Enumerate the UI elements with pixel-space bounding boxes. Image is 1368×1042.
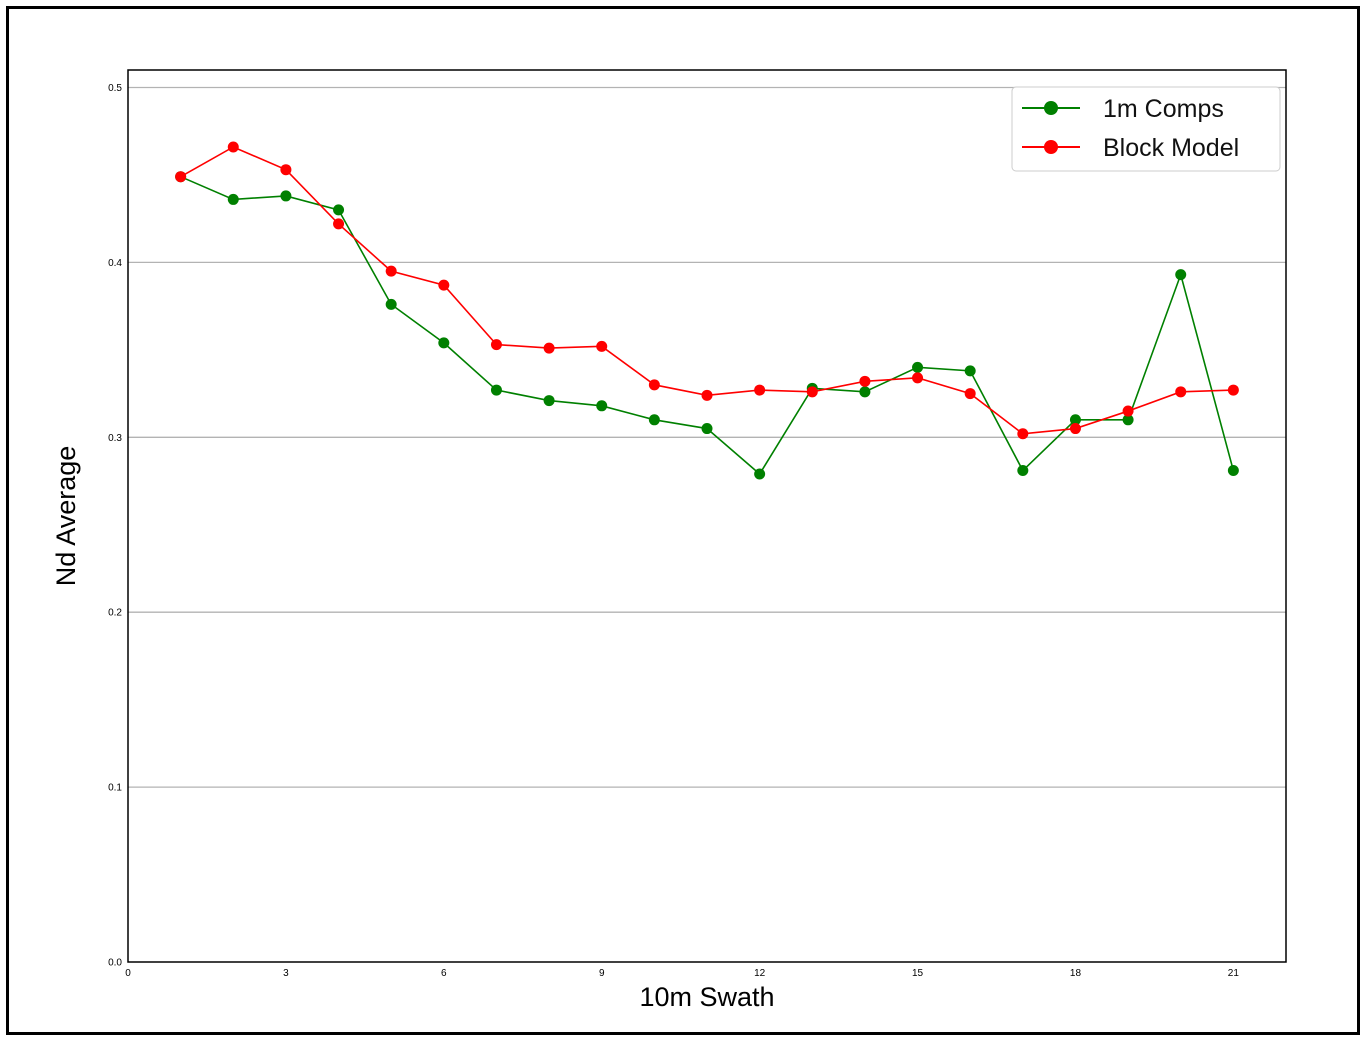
x-tick-label: 9 xyxy=(599,968,605,979)
data-point xyxy=(543,342,555,354)
legend-label-block-model: Block Model xyxy=(1103,134,1239,162)
data-point xyxy=(1175,386,1187,398)
series-0 xyxy=(175,171,1239,480)
legend-marker-1m-comps xyxy=(1044,101,1058,115)
legend: 1m Comps Block Model xyxy=(1011,86,1281,172)
series-layer xyxy=(175,141,1239,480)
data-point xyxy=(648,414,660,426)
data-point xyxy=(385,265,397,277)
data-point xyxy=(648,379,660,391)
data-point xyxy=(1069,423,1081,435)
data-point xyxy=(1017,428,1029,440)
data-point xyxy=(333,204,345,216)
x-tick-label: 6 xyxy=(441,968,447,979)
y-tick-label: 0.1 xyxy=(108,783,122,794)
plot-area xyxy=(127,69,1287,963)
data-point xyxy=(859,375,871,387)
data-point xyxy=(490,339,502,351)
data-point xyxy=(333,218,345,230)
gridlines xyxy=(128,86,1286,788)
data-point xyxy=(912,361,924,373)
data-point xyxy=(438,279,450,291)
data-point xyxy=(859,386,871,398)
y-tick-label: 0.4 xyxy=(108,258,122,269)
x-axis-label: 10m Swath xyxy=(639,982,774,1012)
data-point xyxy=(1069,414,1081,426)
x-axis-ticks: 0 3 6 9 12 15 18 21 xyxy=(125,968,1239,979)
data-point xyxy=(754,468,766,480)
data-point xyxy=(543,395,555,407)
data-point xyxy=(964,388,976,400)
data-point xyxy=(1017,465,1029,477)
y-tick-label: 0.2 xyxy=(108,608,122,619)
data-point xyxy=(227,193,239,205)
line-chart: 0.0 0.1 0.2 0.3 0.4 0.5 0 3 6 9 12 15 18 21 10m Swat… xyxy=(51,69,1287,1012)
data-point xyxy=(1122,405,1134,417)
x-tick-label: 3 xyxy=(283,968,289,979)
data-point xyxy=(1227,384,1239,396)
data-point xyxy=(438,337,450,349)
data-point xyxy=(280,190,292,202)
data-point xyxy=(596,340,608,352)
data-point xyxy=(490,384,502,396)
data-point xyxy=(806,386,818,398)
y-axis-ticks: 0.0 0.1 0.2 0.3 0.4 0.5 xyxy=(108,83,122,969)
data-point xyxy=(701,423,713,435)
legend-label-1m-comps: 1m Comps xyxy=(1103,95,1224,123)
data-point xyxy=(175,171,187,183)
data-point xyxy=(1122,414,1134,426)
y-tick-label: 0.5 xyxy=(108,83,122,94)
data-point xyxy=(701,389,713,401)
data-point xyxy=(280,164,292,176)
y-tick-label: 0.0 xyxy=(108,958,122,969)
x-tick-label: 18 xyxy=(1070,968,1082,979)
x-tick-label: 15 xyxy=(912,968,924,979)
data-point xyxy=(227,141,239,153)
x-tick-label: 21 xyxy=(1228,968,1240,979)
data-point xyxy=(385,298,397,310)
data-point xyxy=(912,372,924,384)
y-tick-label: 0.3 xyxy=(108,433,122,444)
data-point xyxy=(754,384,766,396)
data-point xyxy=(1227,465,1239,477)
chart-frame: 0.0 0.1 0.2 0.3 0.4 0.5 0 3 6 9 12 15 18 21 10m Swat… xyxy=(6,6,1360,1035)
legend-marker-block-model xyxy=(1044,140,1058,154)
y-axis-label: Nd Average xyxy=(51,446,81,587)
x-tick-label: 12 xyxy=(754,968,766,979)
series-1 xyxy=(175,141,1239,440)
x-tick-label: 0 xyxy=(125,968,131,979)
data-point xyxy=(964,365,976,377)
data-point xyxy=(1175,269,1187,281)
data-point xyxy=(596,400,608,412)
